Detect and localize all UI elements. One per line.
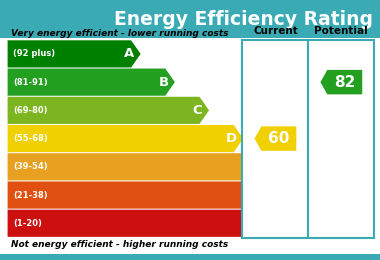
Polygon shape (8, 40, 141, 68)
Polygon shape (320, 70, 362, 94)
Polygon shape (8, 69, 175, 96)
Polygon shape (8, 181, 312, 209)
Text: Very energy efficient - lower running costs: Very energy efficient - lower running co… (11, 29, 229, 38)
Text: 60: 60 (268, 131, 289, 146)
Text: D: D (226, 132, 238, 145)
Text: G: G (329, 217, 340, 230)
Text: (1-20): (1-20) (13, 219, 42, 228)
Text: (21-38): (21-38) (13, 191, 48, 199)
FancyBboxPatch shape (242, 40, 309, 238)
FancyBboxPatch shape (309, 40, 374, 238)
FancyBboxPatch shape (0, 254, 380, 260)
Text: Current: Current (253, 27, 298, 36)
Text: B: B (158, 76, 168, 89)
Text: Not energy efficient - higher running costs: Not energy efficient - higher running co… (11, 240, 229, 249)
Polygon shape (8, 97, 209, 124)
Polygon shape (8, 153, 277, 180)
Text: A: A (124, 47, 134, 60)
Text: (92 plus): (92 plus) (13, 49, 55, 58)
Text: (69-80): (69-80) (13, 106, 48, 115)
Text: F: F (296, 188, 305, 202)
Text: E: E (261, 160, 271, 173)
Text: Potential: Potential (315, 27, 368, 36)
FancyBboxPatch shape (0, 0, 380, 38)
Text: Energy Efficiency Rating: Energy Efficiency Rating (114, 10, 373, 29)
Polygon shape (8, 210, 346, 237)
Text: (81-91): (81-91) (13, 78, 48, 87)
Text: C: C (193, 104, 203, 117)
Text: (55-68): (55-68) (13, 134, 48, 143)
Polygon shape (8, 125, 243, 152)
Text: 82: 82 (334, 75, 355, 90)
Text: (39-54): (39-54) (13, 162, 48, 171)
Polygon shape (255, 126, 296, 151)
